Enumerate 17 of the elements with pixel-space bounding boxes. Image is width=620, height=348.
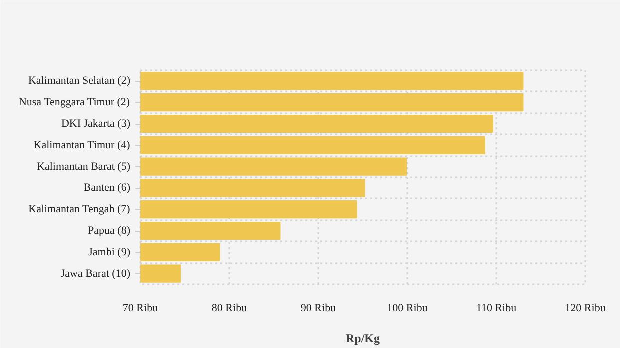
x-axis-title: Rp/Kg [346, 332, 380, 346]
x-tick-label: 110 Ribu [476, 302, 518, 314]
y-tick-label: Kalimantan Selatan (2) [28, 75, 131, 88]
y-tick-label: DKI Jakarta (3) [61, 118, 131, 130]
y-tick-label: Banten (6) [84, 182, 131, 194]
y-tick-label: Jambi (9) [88, 246, 131, 258]
x-tick-label: 90 Ribu [300, 302, 337, 314]
x-tick-label: 100 Ribu [387, 302, 428, 314]
y-tick-label: Papua (8) [88, 225, 131, 237]
x-tick-label: 80 Ribu [212, 302, 248, 314]
y-tick-label: Jawa Barat (10) [60, 268, 131, 280]
y-tick-label: Kalimantan Barat (5) [37, 160, 131, 173]
y-tick-label: Nusa Tenggara Timur (2) [18, 96, 130, 109]
y-tick-label: Kalimantan Tengah (7) [28, 204, 131, 216]
x-tick-label: 70 Ribu [122, 302, 159, 314]
y-tick-label: Kalimantan Timur (4) [34, 139, 131, 152]
x-tick-label: 120 Ribu [565, 302, 606, 314]
